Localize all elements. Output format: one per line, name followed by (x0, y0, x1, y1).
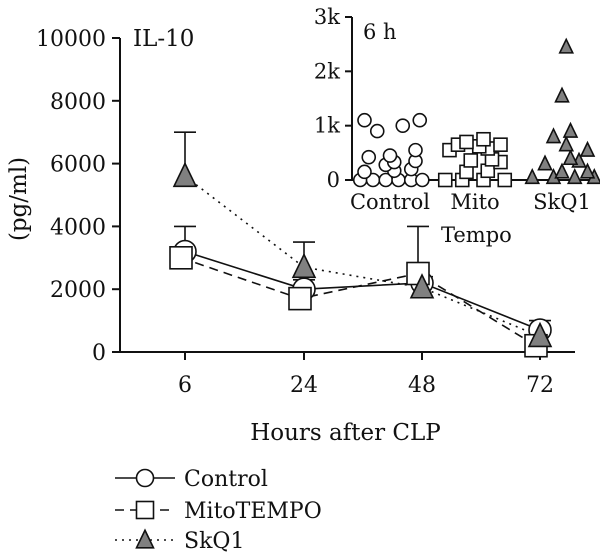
y-tick-label: 10000 (36, 27, 106, 52)
chart-title: IL-10 (133, 26, 194, 52)
data-point-skq1 (527, 321, 553, 348)
inset-point-skq1 (562, 121, 579, 138)
inset-title: 6 h (363, 20, 397, 44)
inset-point-control (408, 142, 423, 158)
inset-x-tick-label: Tempo (441, 223, 512, 247)
inset-point-control (414, 172, 430, 188)
inset-point-control (361, 149, 377, 165)
data-point-skq1 (172, 161, 198, 188)
inset-x-tick-label: Mito (450, 190, 499, 214)
x-tick-label: 6 (178, 373, 192, 398)
inset-y-tick-label: 1k (314, 114, 340, 138)
y-axis-label: (pg/ml) (6, 157, 32, 241)
inset-point-skq1 (558, 37, 575, 54)
inset-point-control (412, 112, 428, 128)
inset-point-skq1 (554, 86, 570, 103)
x-axis-label: Hours after CLP (250, 420, 441, 446)
inset-plot: 0 1k 2k 3k 6 h Control Mito Tempo SkQ1 (314, 5, 600, 247)
series-line-mitotempo (180, 257, 537, 347)
inset-point-skq1 (558, 135, 575, 152)
inset-point-control (395, 118, 411, 133)
main-plot: 0 2000 4000 6000 8000 10000 6 24 48 72 Hours after… (6, 26, 575, 446)
data-point-mitotempo (288, 286, 312, 311)
y-tick-label: 4000 (50, 215, 106, 240)
inset-point-mitotempo (497, 172, 513, 188)
legend-marker-control (135, 468, 155, 488)
inset-point-control (357, 112, 372, 128)
inset-x-tick-label: Control (350, 190, 430, 214)
y-tick-label: 6000 (50, 153, 106, 178)
inset-point-skq1 (562, 148, 579, 166)
inset-point-skq1 (524, 167, 541, 185)
inset-point-mitotempo (493, 137, 508, 152)
data-point-skq1 (291, 252, 317, 279)
inset-x-tick-label: SkQ1 (533, 190, 591, 214)
legend-label-mitotempo: MitoTEMPO (184, 499, 322, 524)
inset-y-tick-label: 2k (314, 59, 340, 83)
inset-point-mitotempo (476, 131, 491, 147)
data-point-skq1 (409, 273, 435, 299)
legend-marker-skq1 (135, 528, 155, 549)
legend: Control MitoTEMPO SkQ1 (115, 467, 322, 554)
legend-label-control: Control (184, 467, 268, 492)
x-tick-label: 24 (290, 373, 318, 398)
inset-point-mitotempo (459, 134, 474, 150)
inset-point-control (369, 123, 385, 139)
inset-point-control (357, 164, 372, 180)
x-tick-label: 72 (526, 373, 554, 398)
inset-point-mitotempo (437, 172, 453, 188)
inset-point-skq1 (545, 127, 562, 144)
inset-point-skq1 (579, 162, 596, 179)
legend-label-skq1: SkQ1 (184, 529, 244, 554)
data-point-mitotempo (169, 246, 193, 270)
inset-point-skq1 (579, 140, 596, 157)
inset-point-control (382, 148, 398, 163)
legend-marker-mitotempo (135, 500, 155, 520)
y-tick-label: 2000 (50, 278, 106, 303)
inset-point-skq1 (537, 154, 553, 171)
inset-point-skq1 (566, 167, 583, 185)
inset-point-skq1 (554, 162, 570, 179)
inset-point-mitotempo (463, 153, 479, 168)
y-tick-label: 0 (92, 341, 106, 366)
inset-y-tick-label: 3k (314, 5, 340, 29)
series-line-control (184, 250, 541, 331)
inset-y-tick-label: 0 (327, 168, 340, 192)
x-tick-label: 48 (408, 373, 436, 398)
y-tick-label: 8000 (50, 90, 106, 115)
